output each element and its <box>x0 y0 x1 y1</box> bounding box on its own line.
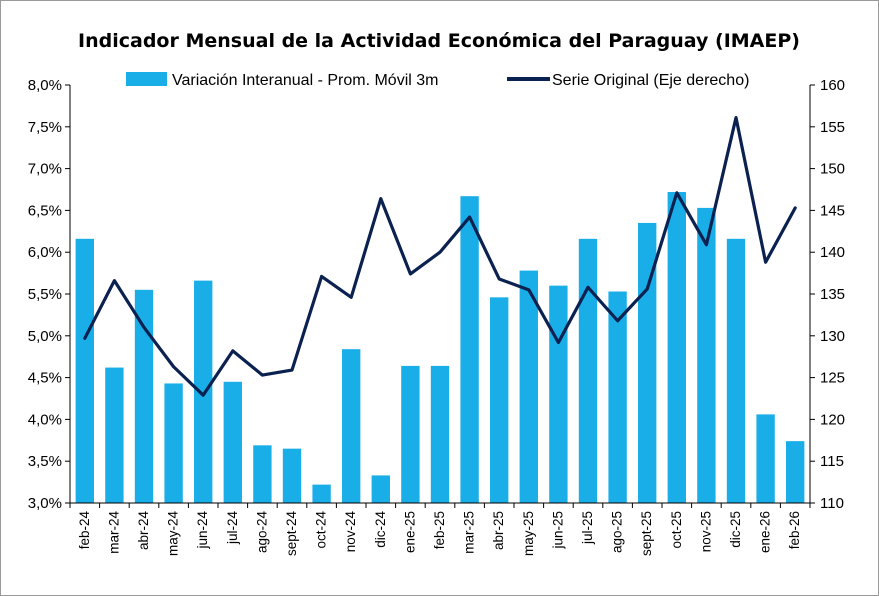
chart-title: Indicador Mensual de la Actividad Económ… <box>78 30 800 52</box>
bar-ene-25 <box>401 365 420 503</box>
bar-jul-24 <box>223 381 242 503</box>
bar-ago-25 <box>608 291 627 503</box>
right-tick-label: 135 <box>820 286 845 303</box>
left-tick-label: 5,5% <box>28 286 62 303</box>
x-tick-label: jul-25 <box>580 511 595 545</box>
x-tick-label: ene-26 <box>758 511 773 553</box>
x-tick-label: jun-24 <box>195 511 210 550</box>
bar-feb-24 <box>75 238 94 503</box>
bar-jun-24 <box>194 280 213 503</box>
left-tick-label: 8,0% <box>28 77 62 94</box>
bar-ago-24 <box>253 445 272 503</box>
right-tick-label: 120 <box>820 411 845 428</box>
x-tick-label: sept-24 <box>284 511 299 557</box>
right-tick-label: 140 <box>820 244 845 261</box>
x-tick-label: dic-24 <box>373 511 388 548</box>
right-tick-label: 110 <box>820 495 844 512</box>
x-tick-label: abr-24 <box>136 511 151 551</box>
bar-nov-25 <box>697 207 716 503</box>
left-tick-label: 7,0% <box>28 161 62 178</box>
bar-oct-24 <box>312 484 331 503</box>
left-tick-label: 4,5% <box>28 370 62 387</box>
x-tick-label: mar-25 <box>462 511 477 554</box>
x-tick-label: ago-25 <box>610 511 625 553</box>
bar-may-24 <box>164 383 183 503</box>
right-tick-label: 160 <box>820 77 845 94</box>
bar-mar-24 <box>105 367 124 503</box>
right-tick-label: 115 <box>820 453 844 470</box>
bar-dic-24 <box>371 475 390 503</box>
bar-sept-24 <box>282 448 302 503</box>
x-tick-label: may-24 <box>166 511 181 557</box>
legend-bar-swatch <box>126 72 167 86</box>
bar-feb-25 <box>430 365 450 503</box>
x-tick-label: feb-25 <box>432 511 447 549</box>
left-tick-label: 6,5% <box>28 202 62 219</box>
x-tick-label: nov-24 <box>343 511 358 553</box>
right-tick-label: 155 <box>820 119 845 136</box>
bar-jun-25 <box>549 285 568 503</box>
x-tick-label: may-25 <box>521 511 536 556</box>
legend-bar-label: Variación Interanual - Prom. Móvil 3m <box>172 72 438 89</box>
x-tick-label: ene-25 <box>402 511 417 553</box>
right-axis-ticks: 110 115 120 125 130 135 140 145 150 155 160 <box>810 77 845 512</box>
x-tick-label: nov-25 <box>698 511 713 552</box>
legend-line-label: Serie Original (Eje derecho) <box>552 72 749 89</box>
left-tick-label: 4,0% <box>28 411 62 428</box>
x-tick-label: oct-24 <box>314 511 329 549</box>
x-tick-label: oct-25 <box>669 511 684 549</box>
bar-nov-24 <box>342 349 361 503</box>
right-tick-label: 125 <box>820 370 845 387</box>
x-tick-label: ago-24 <box>254 511 269 554</box>
bar-jul-25 <box>578 238 598 503</box>
x-axis-ticks: feb-24 mar-24 abr-24 may-24 jun-24 jul-24 ago-… <box>69 503 811 557</box>
left-tick-label: 3,5% <box>28 453 62 470</box>
right-tick-label: 145 <box>820 202 845 219</box>
x-tick-label: jul-24 <box>225 511 240 546</box>
bar-series <box>75 192 805 503</box>
left-tick-label: 3,0% <box>28 495 62 512</box>
left-tick-label: 6,0% <box>28 244 62 261</box>
x-tick-label: sept-25 <box>639 511 654 556</box>
x-tick-label: feb-26 <box>787 511 802 549</box>
x-tick-label: jun-25 <box>550 511 565 550</box>
left-tick-label: 5,0% <box>28 328 62 345</box>
bar-dic-25 <box>726 238 746 503</box>
bar-abr-25 <box>490 297 509 503</box>
bar-abr-24 <box>134 289 154 503</box>
legend: Variación Interanual - Prom. Móvil 3m Se… <box>126 72 749 89</box>
left-axis-ticks: 3,0% 3,5% 4,0% 4,5% 5,0% 5,5% 6,0% 6,5% 7,0% 7,5%… <box>28 77 70 512</box>
bar-may-25 <box>519 270 538 503</box>
bar-mar-25 <box>460 196 479 503</box>
bar-ene-26 <box>756 414 775 503</box>
line-series <box>83 115 797 397</box>
right-tick-label: 150 <box>820 161 845 178</box>
x-tick-label: dic-25 <box>728 511 743 548</box>
bar-oct-25 <box>667 192 686 503</box>
right-tick-label: 130 <box>820 328 845 345</box>
left-tick-label: 7,5% <box>28 119 62 136</box>
line-serie-original <box>83 115 797 397</box>
x-tick-label: feb-24 <box>77 511 92 550</box>
x-tick-label: abr-25 <box>491 511 506 550</box>
x-tick-label: mar-24 <box>106 511 121 554</box>
bar-feb-26 <box>786 441 805 503</box>
